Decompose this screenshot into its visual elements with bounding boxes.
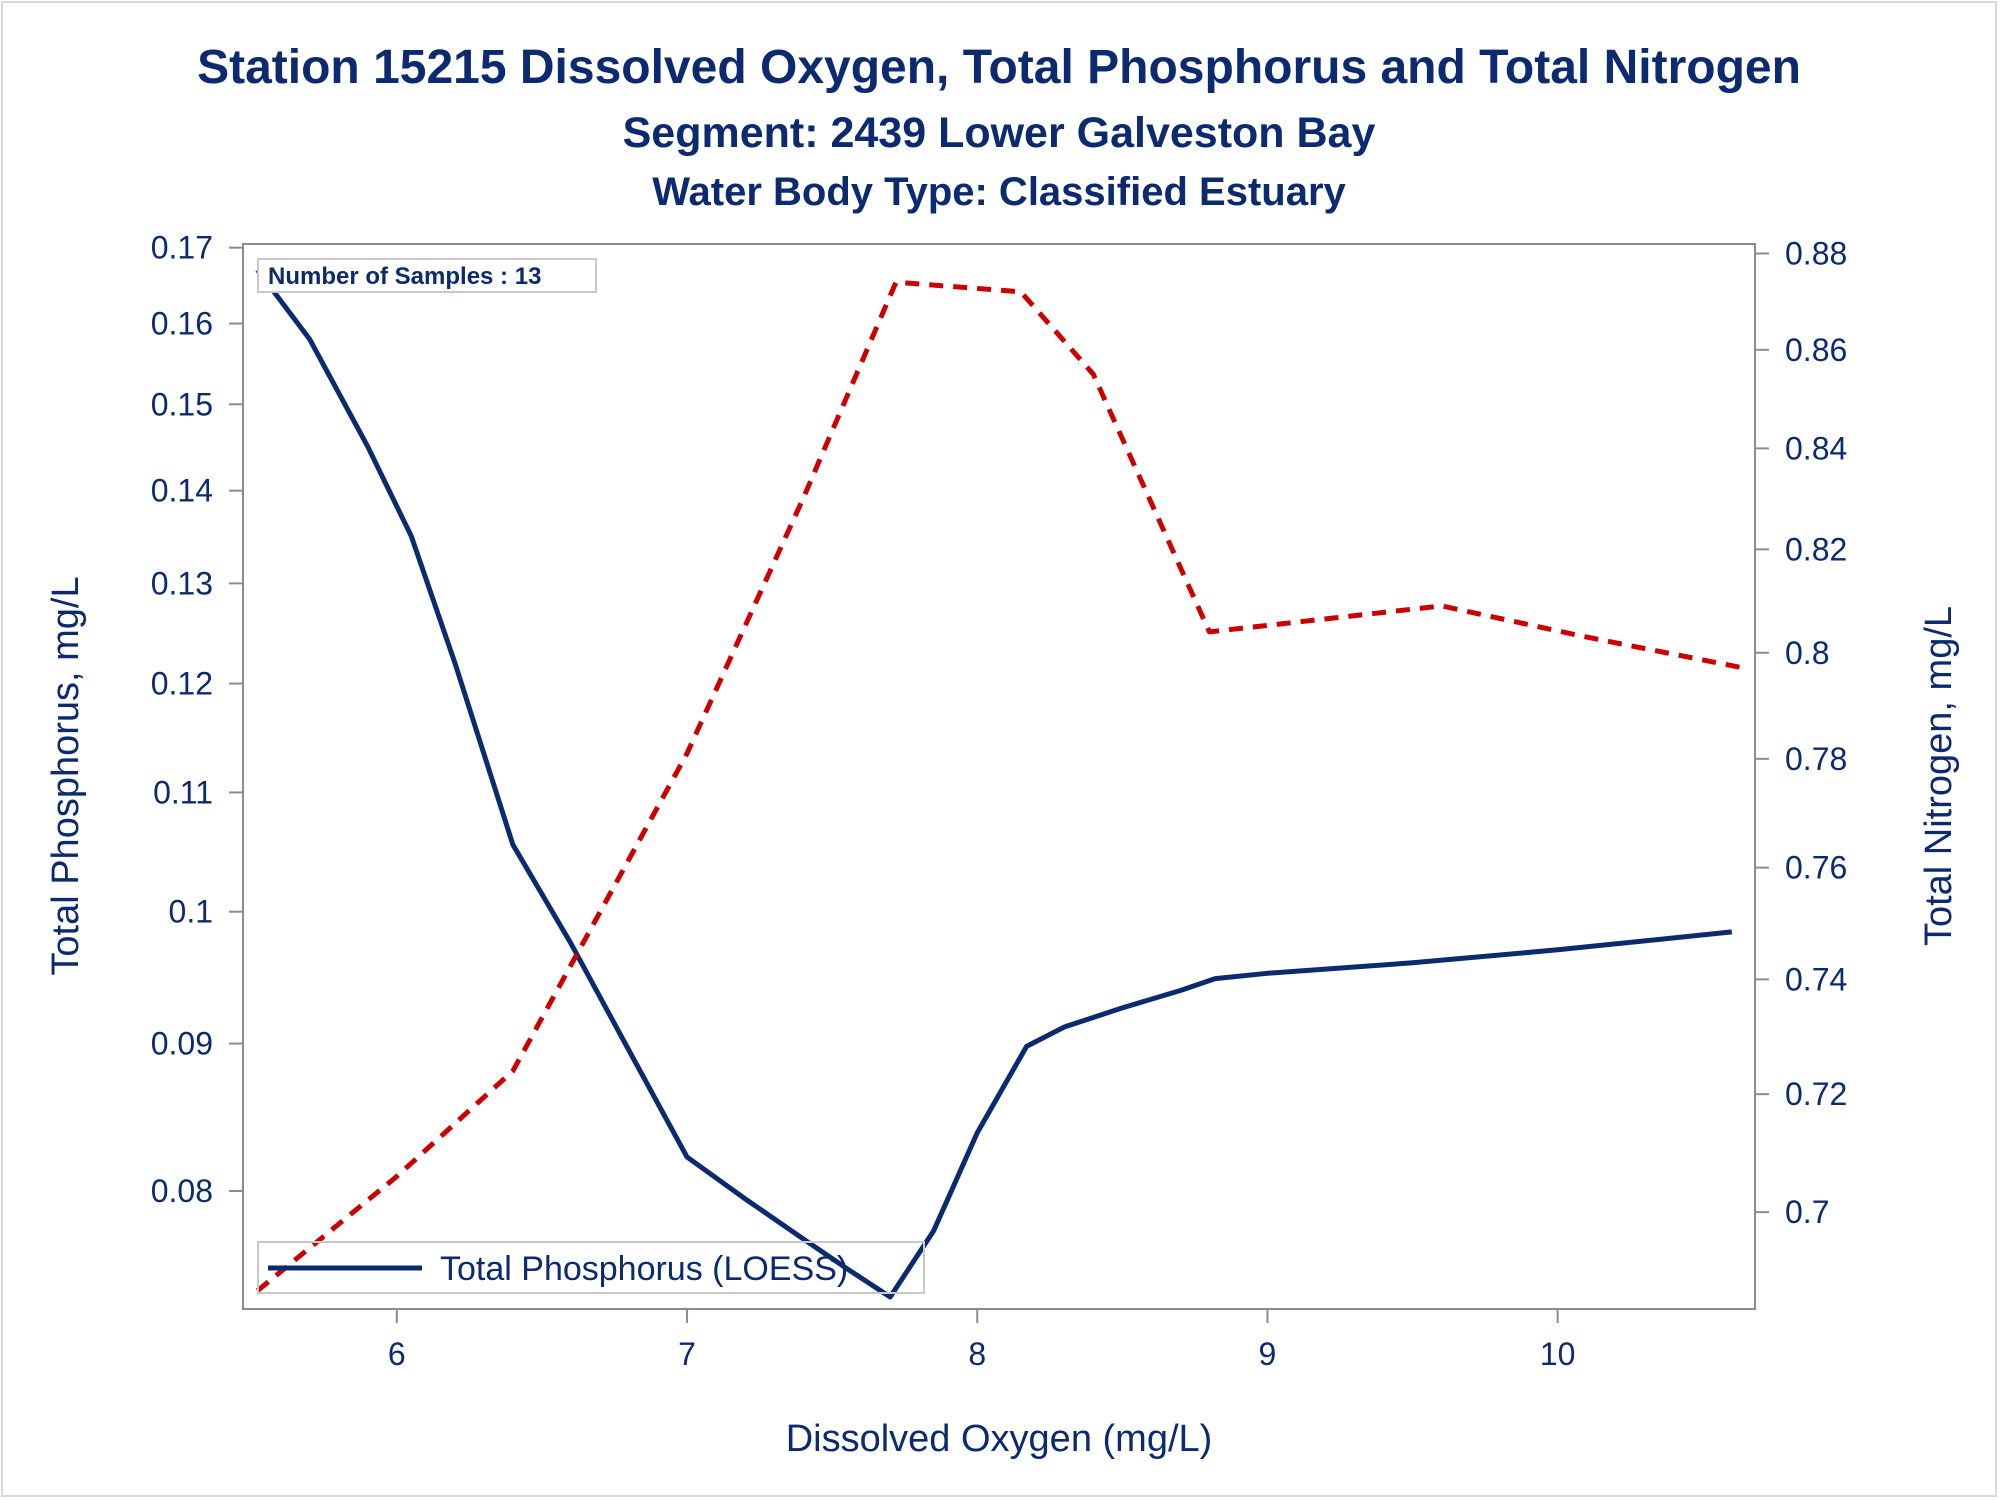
series-line-total-nitrogen bbox=[255, 279, 1747, 1293]
right-tick-label: 0.72 bbox=[1785, 1076, 1847, 1112]
left-tick-label: 0.12 bbox=[151, 666, 213, 702]
x-tick-label: 8 bbox=[968, 1336, 986, 1372]
x-tick-label: 10 bbox=[1540, 1336, 1576, 1372]
left-tick-label: 0.11 bbox=[153, 774, 213, 810]
left-tick-label: 0.1 bbox=[169, 894, 213, 930]
x-axis-ticks: 6 7 8 9 10 bbox=[388, 1309, 1576, 1372]
sample-count-text: Number of Samples : 13 bbox=[268, 263, 541, 290]
left-tick-label: 0.15 bbox=[151, 386, 213, 422]
chart-subtitle-2: Water Body Type: Classified Estuary bbox=[652, 170, 1346, 214]
right-tick-label: 0.8 bbox=[1785, 635, 1829, 671]
left-tick-label: 0.08 bbox=[151, 1173, 213, 1209]
right-tick-label: 0.7 bbox=[1785, 1194, 1829, 1230]
x-axis-label: Dissolved Oxygen (mg/L) bbox=[786, 1418, 1213, 1460]
right-tick-label: 0.76 bbox=[1785, 850, 1847, 886]
x-tick-label: 6 bbox=[388, 1336, 406, 1372]
left-tick-label: 0.17 bbox=[151, 230, 213, 266]
legend-label-phosphorus: Total Phosphorus (LOESS) bbox=[440, 1250, 848, 1288]
chart-title: Station 15215 Dissolved Oxygen, Total Ph… bbox=[197, 41, 1801, 94]
left-tick-label: 0.09 bbox=[151, 1026, 213, 1062]
right-tick-label: 0.88 bbox=[1785, 236, 1847, 272]
right-tick-label: 0.78 bbox=[1785, 741, 1847, 777]
sample-count-annotation: Number of Samples : 13 bbox=[257, 258, 597, 293]
right-tick-label: 0.82 bbox=[1785, 531, 1847, 567]
plot-area bbox=[242, 243, 1756, 1310]
series-layer bbox=[255, 268, 1747, 1300]
left-axis-ticks: 0.08 0.09 0.1 0.11 0.12 0.13 0.14 0.15 0.16 0.17 bbox=[151, 230, 243, 1209]
right-tick-label: 0.84 bbox=[1785, 430, 1847, 466]
x-tick-label: 9 bbox=[1259, 1336, 1277, 1372]
right-tick-label: 0.86 bbox=[1785, 332, 1847, 368]
left-tick-label: 0.16 bbox=[151, 306, 213, 342]
right-tick-label: 0.74 bbox=[1785, 961, 1847, 997]
left-tick-label: 0.13 bbox=[151, 565, 213, 601]
x-tick-label: 7 bbox=[678, 1336, 696, 1372]
left-tick-label: 0.14 bbox=[151, 473, 213, 509]
right-axis-ticks: 0.7 0.72 0.74 0.76 0.78 0.8 0.82 0.84 0.86 0.88 bbox=[1755, 236, 1847, 1230]
legend: Total Phosphorus (LOESS) bbox=[257, 1241, 925, 1294]
chart-subtitle: Segment: 2439 Lower Galveston Bay bbox=[623, 109, 1376, 157]
series-line-total-phosphorus bbox=[255, 268, 1733, 1300]
left-axis-label: Total Phosphorus, mg/L bbox=[45, 576, 87, 975]
right-axis-label: Total Nitrogen, mg/L bbox=[1918, 606, 1960, 946]
